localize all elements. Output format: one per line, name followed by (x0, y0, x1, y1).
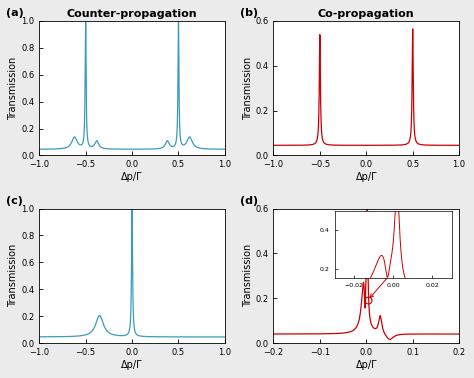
Y-axis label: Transmission: Transmission (9, 244, 18, 307)
X-axis label: Δp/Γ: Δp/Γ (356, 172, 377, 182)
X-axis label: Δp/Γ: Δp/Γ (356, 359, 377, 370)
Text: (a): (a) (6, 8, 24, 18)
X-axis label: Δp/Γ: Δp/Γ (121, 359, 143, 370)
Y-axis label: Transmission: Transmission (243, 244, 253, 307)
Title: Counter-propagation: Counter-propagation (67, 9, 197, 19)
Y-axis label: Transmission: Transmission (243, 57, 253, 120)
X-axis label: Δp/Γ: Δp/Γ (121, 172, 143, 182)
Y-axis label: Transmission: Transmission (9, 57, 18, 120)
Text: (c): (c) (6, 196, 23, 206)
Title: Co-propagation: Co-propagation (318, 9, 415, 19)
Text: (b): (b) (240, 8, 258, 18)
Text: (d): (d) (240, 196, 258, 206)
